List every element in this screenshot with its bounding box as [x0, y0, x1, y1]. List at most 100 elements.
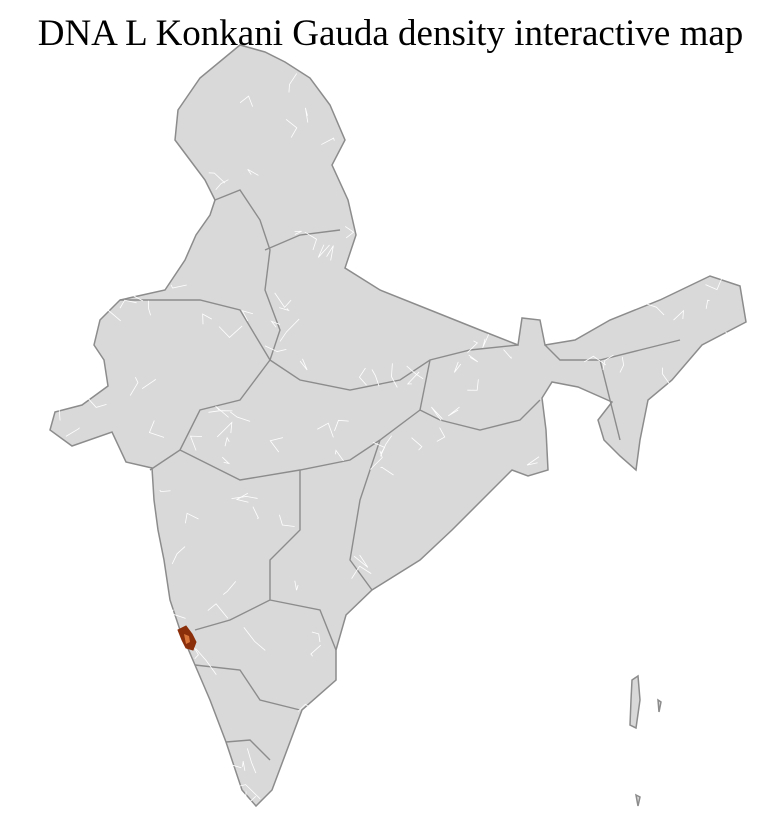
district-border — [317, 422, 334, 438]
district-border — [705, 299, 710, 309]
district-border — [467, 340, 479, 353]
district-border — [705, 277, 723, 291]
district-border — [369, 450, 383, 470]
district-border — [436, 427, 446, 442]
district-border — [526, 456, 540, 466]
district-border — [119, 299, 137, 309]
district-border — [99, 305, 122, 322]
district-border — [468, 354, 479, 363]
district-border — [602, 354, 614, 370]
district-border — [334, 449, 344, 462]
district-border — [299, 358, 308, 371]
district-border — [344, 226, 355, 239]
highlighted-district-inner — [184, 634, 190, 644]
district-border — [252, 506, 259, 519]
state-borders — [120, 189, 681, 761]
district-border — [380, 466, 394, 476]
district-border — [358, 367, 367, 386]
district-border — [65, 427, 80, 437]
district-border — [247, 168, 259, 176]
district-border — [304, 231, 318, 251]
andaman-islands — [629, 674, 662, 807]
district-border — [411, 437, 423, 451]
district-border — [141, 379, 157, 390]
district-border — [148, 420, 165, 438]
district-border — [391, 363, 398, 388]
district-border — [294, 580, 299, 591]
state-border — [194, 664, 301, 711]
district-border — [231, 496, 258, 499]
district-border — [297, 703, 314, 712]
district-border — [225, 761, 242, 769]
district-border — [195, 648, 217, 675]
district-border — [321, 137, 335, 145]
district-border — [311, 631, 321, 643]
district-border — [380, 435, 392, 457]
state-border — [269, 599, 337, 651]
state-border — [264, 229, 341, 251]
state-border — [179, 409, 421, 481]
district-border — [246, 748, 257, 774]
district-border — [215, 179, 229, 191]
district-border — [222, 456, 231, 465]
district-border — [129, 293, 144, 302]
district-border — [242, 761, 246, 771]
state-border — [419, 359, 541, 431]
district-border — [170, 284, 187, 289]
district-border — [239, 95, 254, 107]
state-border — [225, 739, 271, 761]
district-border — [279, 318, 300, 342]
district-border — [129, 376, 139, 396]
district-border — [184, 512, 199, 524]
district-border — [725, 331, 734, 353]
district-border — [207, 603, 229, 619]
district-border — [448, 406, 460, 417]
district-border — [353, 554, 369, 568]
district-border — [58, 395, 63, 421]
district-border — [216, 421, 233, 438]
district-border — [285, 119, 298, 138]
district-border — [661, 367, 670, 385]
state-border — [120, 299, 271, 471]
district-border — [584, 355, 607, 366]
district-border — [241, 310, 254, 322]
district-border — [371, 369, 380, 387]
district-border — [189, 435, 203, 451]
district-border — [673, 309, 684, 321]
state-border — [599, 359, 621, 441]
district-border — [317, 244, 330, 258]
district-borders — [58, 73, 734, 807]
district-border — [270, 320, 281, 328]
district-border — [218, 325, 243, 338]
district-border — [294, 230, 302, 235]
map-title: DNA L Konkani Gauda density interactive … — [37, 13, 744, 54]
district-border — [406, 365, 424, 380]
district-border — [288, 73, 298, 93]
district-border — [230, 411, 251, 422]
district-border — [202, 313, 212, 325]
district-border — [208, 172, 226, 184]
district-border — [269, 437, 284, 453]
district-border — [453, 361, 462, 373]
district-border — [86, 396, 107, 408]
district-border — [279, 514, 295, 527]
district-border — [304, 107, 309, 123]
district-border — [264, 345, 287, 352]
district-border — [467, 379, 479, 391]
district-border — [159, 489, 171, 493]
india-outline — [49, 44, 747, 808]
district-border — [274, 292, 292, 309]
district-border — [215, 405, 229, 418]
district-border — [244, 791, 257, 807]
district-border — [235, 492, 249, 503]
district-border — [224, 436, 230, 447]
district-border — [243, 627, 266, 651]
district-border — [310, 644, 322, 657]
district-border — [351, 565, 372, 579]
district-border — [619, 356, 625, 373]
district-border — [238, 784, 261, 800]
district-border — [334, 419, 349, 432]
district-border — [482, 334, 490, 348]
district-border — [222, 581, 237, 595]
